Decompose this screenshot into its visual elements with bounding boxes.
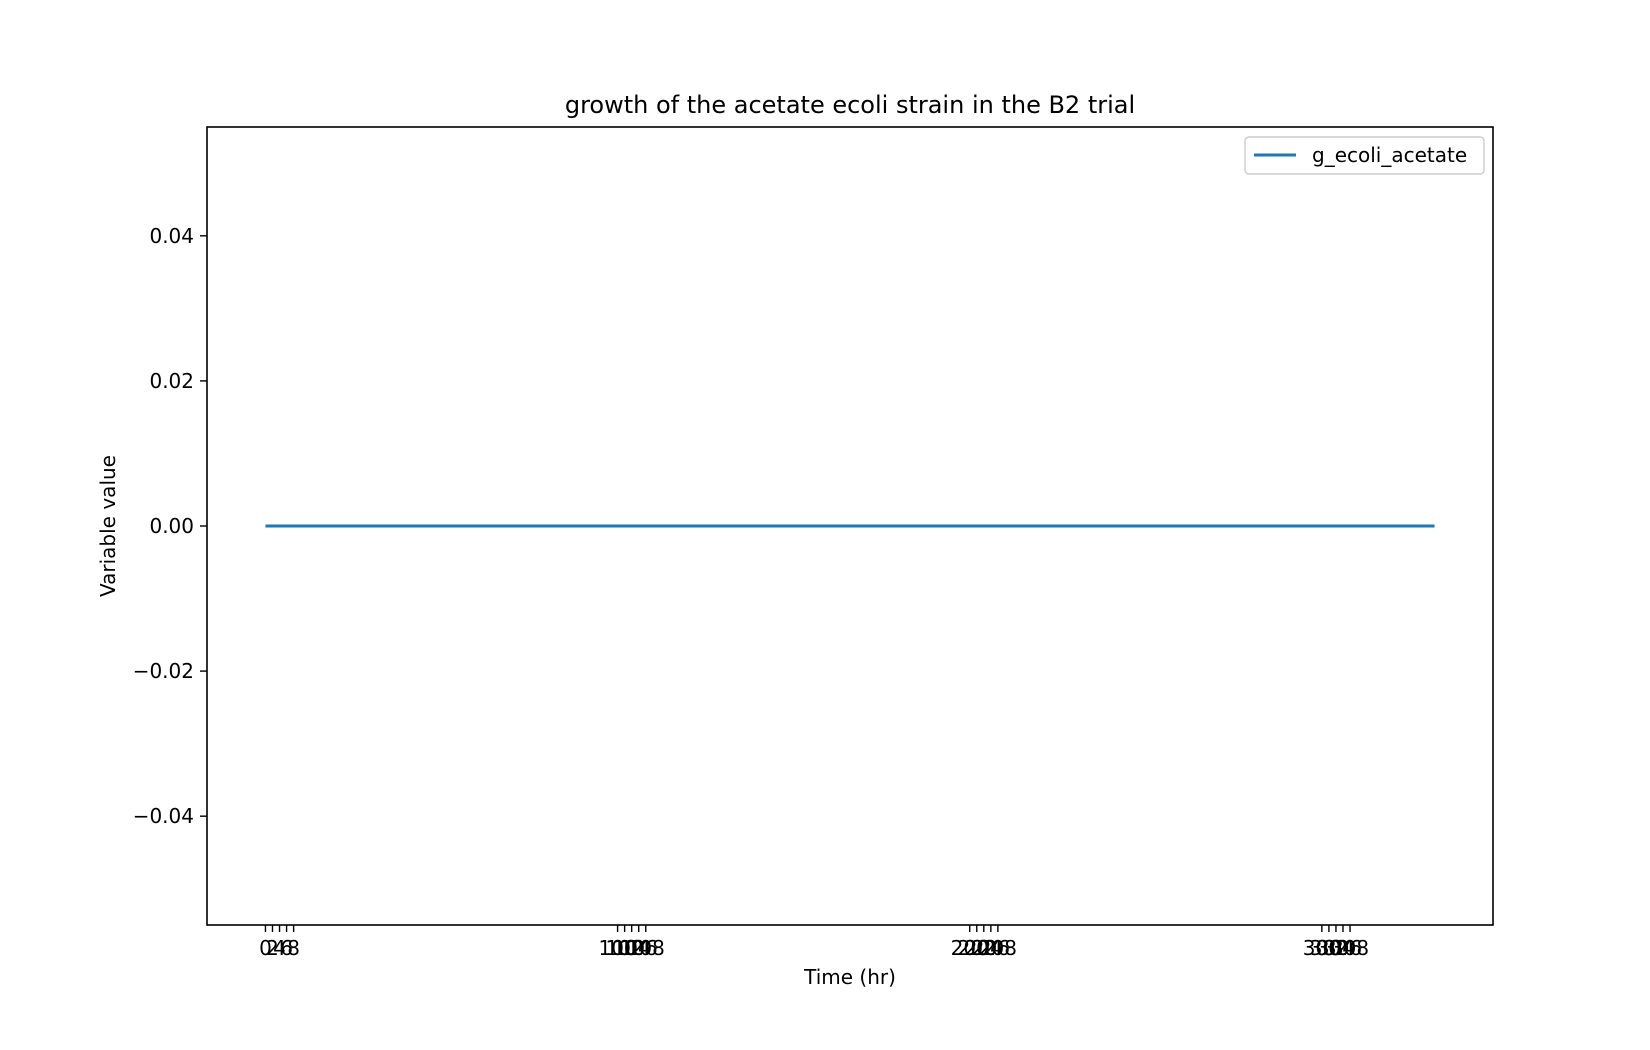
y-tick-label: 0.00 xyxy=(149,514,194,538)
x-tick-label: 4 xyxy=(273,936,286,960)
x-tick-label: 206 xyxy=(972,936,1010,960)
x-tick-label: 106 xyxy=(620,936,658,960)
x-tick-label: 300 xyxy=(1303,936,1341,960)
y-axis-ticks: −0.04 −0.02 0.00 0.02 0.04 xyxy=(133,224,207,828)
x-tick-label: 204 xyxy=(965,936,1003,960)
x-tick-label: 202 xyxy=(958,936,996,960)
x-axis-label: Time (hr) xyxy=(803,965,896,989)
y-tick-label: 0.02 xyxy=(149,369,194,393)
x-tick-label: 308 xyxy=(1331,936,1369,960)
x-tick-label: 302 xyxy=(1310,936,1348,960)
chart-title: growth of the acetate ecoli strain in th… xyxy=(565,91,1135,119)
x-tick-label: 104 xyxy=(613,936,651,960)
plot-frame xyxy=(206,126,1494,926)
x-tick-label: 0 xyxy=(259,936,272,960)
legend-label: g_ecoli_acetate xyxy=(1312,143,1467,167)
legend: g_ecoli_acetate xyxy=(1244,136,1485,175)
y-tick-label: −0.02 xyxy=(133,659,194,683)
x-tick-label: 102 xyxy=(606,936,644,960)
x-tick-label: 2 xyxy=(266,936,279,960)
x-tick-label: 6 xyxy=(280,936,293,960)
x-tick-label: 8 xyxy=(287,936,300,960)
y-tick-label: 0.04 xyxy=(149,224,194,248)
x-tick-label: 200 xyxy=(951,936,989,960)
x-tick-label: 108 xyxy=(627,936,665,960)
x-tick-label: 306 xyxy=(1324,936,1362,960)
x-tick-label: 208 xyxy=(979,936,1017,960)
legend-box xyxy=(1244,136,1485,175)
x-tick-label: 304 xyxy=(1317,936,1355,960)
y-tick-label: −0.04 xyxy=(133,804,194,828)
y-axis-label: Variable value xyxy=(96,455,120,597)
x-tick-label: 100 xyxy=(598,936,636,960)
